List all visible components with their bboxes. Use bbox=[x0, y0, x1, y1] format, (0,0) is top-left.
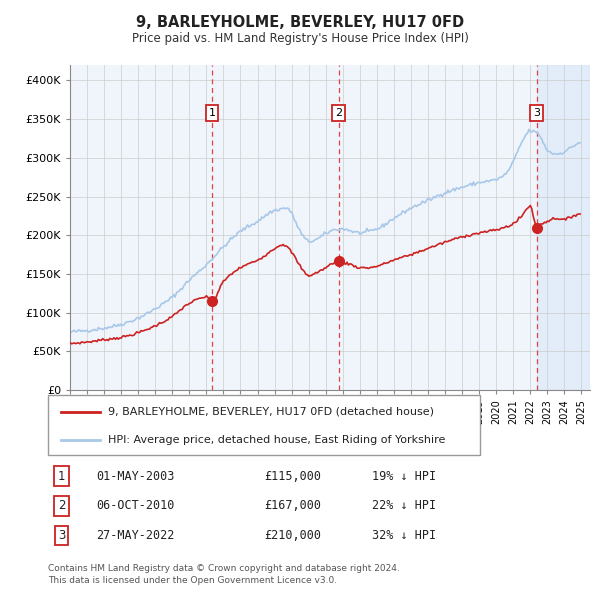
FancyBboxPatch shape bbox=[48, 395, 480, 455]
Text: Contains HM Land Registry data © Crown copyright and database right 2024.
This d: Contains HM Land Registry data © Crown c… bbox=[48, 564, 400, 585]
Text: 3: 3 bbox=[533, 108, 540, 118]
Text: Price paid vs. HM Land Registry's House Price Index (HPI): Price paid vs. HM Land Registry's House … bbox=[131, 32, 469, 45]
Text: 1: 1 bbox=[209, 108, 215, 118]
Text: 27-MAY-2022: 27-MAY-2022 bbox=[97, 529, 175, 542]
Text: £210,000: £210,000 bbox=[264, 529, 321, 542]
Text: 2: 2 bbox=[335, 108, 342, 118]
Text: 32% ↓ HPI: 32% ↓ HPI bbox=[372, 529, 436, 542]
Text: 19% ↓ HPI: 19% ↓ HPI bbox=[372, 470, 436, 483]
Text: 2: 2 bbox=[58, 499, 65, 512]
Text: 9, BARLEYHOLME, BEVERLEY, HU17 0FD: 9, BARLEYHOLME, BEVERLEY, HU17 0FD bbox=[136, 15, 464, 30]
Text: 01-MAY-2003: 01-MAY-2003 bbox=[97, 470, 175, 483]
Text: 9, BARLEYHOLME, BEVERLEY, HU17 0FD (detached house): 9, BARLEYHOLME, BEVERLEY, HU17 0FD (deta… bbox=[109, 407, 434, 417]
Text: 06-OCT-2010: 06-OCT-2010 bbox=[97, 499, 175, 512]
Text: 3: 3 bbox=[58, 529, 65, 542]
Text: HPI: Average price, detached house, East Riding of Yorkshire: HPI: Average price, detached house, East… bbox=[109, 435, 446, 445]
Bar bbox=[536, 65, 590, 390]
Text: £167,000: £167,000 bbox=[264, 499, 321, 512]
Text: 1: 1 bbox=[58, 470, 65, 483]
Text: £115,000: £115,000 bbox=[264, 470, 321, 483]
Text: 22% ↓ HPI: 22% ↓ HPI bbox=[372, 499, 436, 512]
